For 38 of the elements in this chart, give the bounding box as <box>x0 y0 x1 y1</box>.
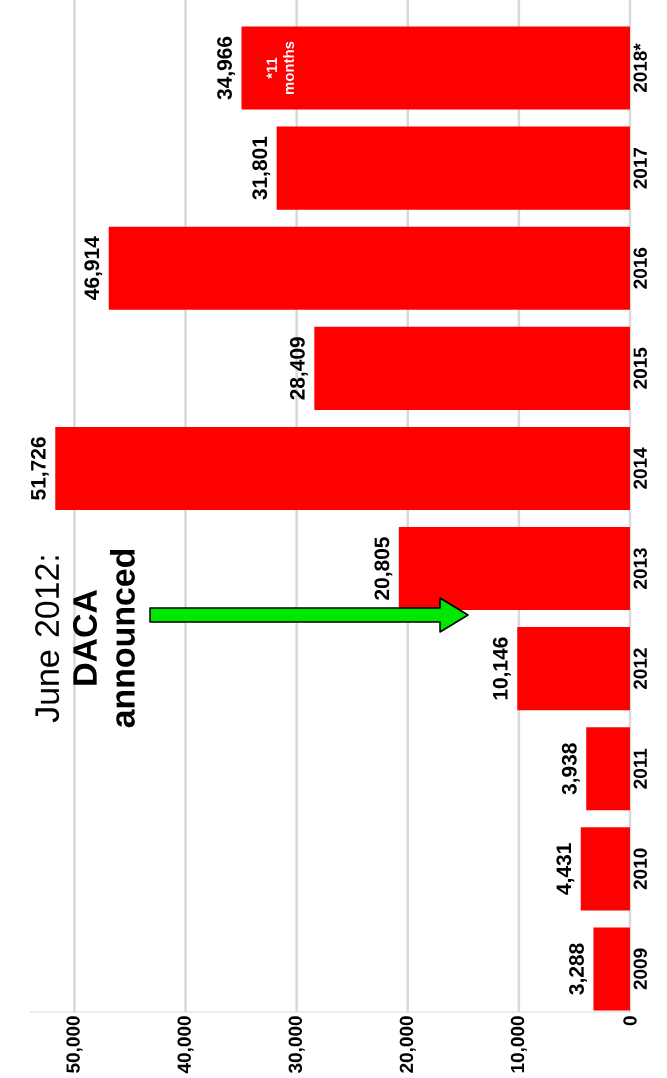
x-tick-label: 0 <box>623 1016 637 1026</box>
y-tick-label: 2014 <box>633 447 647 489</box>
y-tick-label: 2018* <box>633 43 647 93</box>
data-label: 10,146 <box>492 637 511 700</box>
data-label: 3,938 <box>561 743 580 795</box>
y-tick-label: 2010 <box>633 848 647 890</box>
x-tick-label: 30,000 <box>288 1016 305 1073</box>
y-tick-label: 2011 <box>633 748 647 789</box>
data-label: 31,801 <box>252 136 271 200</box>
data-label: 3,288 <box>569 943 587 995</box>
bar <box>55 426 630 510</box>
data-label: 46,914 <box>84 236 103 300</box>
y-tick-label: 2012 <box>633 648 647 690</box>
bar <box>314 326 630 410</box>
annotation: *11 months <box>266 41 295 95</box>
bar <box>398 527 630 611</box>
x-tick-label: 40,000 <box>177 1016 194 1074</box>
data-label: 28,409 <box>289 337 308 400</box>
x-tick-label: 20,000 <box>399 1016 416 1073</box>
x-tick-label: 50,000 <box>66 1016 83 1073</box>
annotation: June 2012: DACA announced <box>35 549 135 728</box>
x-tick-label: 10,000 <box>510 1016 527 1073</box>
bar <box>586 727 630 811</box>
bar <box>276 126 630 210</box>
y-tick-label: 2013 <box>633 548 647 589</box>
bar <box>241 26 630 110</box>
data-label: 51,726 <box>30 437 49 500</box>
bar <box>108 226 630 310</box>
bar <box>517 627 630 711</box>
bar <box>593 927 630 1011</box>
bar <box>580 827 630 911</box>
data-label: 34,966 <box>217 36 235 100</box>
data-label: 20,805 <box>374 537 393 600</box>
y-tick-label: 2016 <box>633 247 647 289</box>
y-tick-label: 2009 <box>633 948 647 990</box>
y-tick-label: 2017 <box>633 147 647 189</box>
y-tick-label: 2015 <box>633 347 647 389</box>
data-label: 4,431 <box>556 843 575 895</box>
